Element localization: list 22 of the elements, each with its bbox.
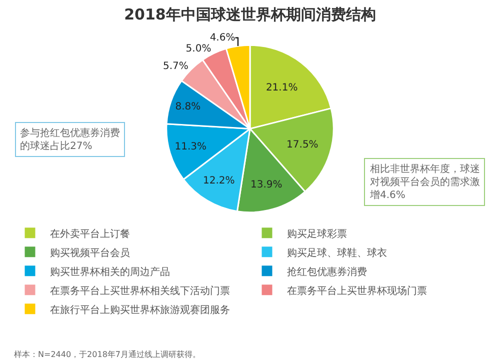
legend-label: 抢红包优惠券消费	[287, 266, 367, 278]
text: 样本：N=2440，于2018年7月通过线上调研获得。	[14, 350, 200, 359]
data-label: 21.1%	[266, 82, 298, 94]
legend-label: 购买视频平台会员	[50, 246, 130, 259]
legend-label: 购买足球、球鞋、球衣	[287, 246, 387, 259]
data-label: 11.3%	[174, 141, 207, 152]
legend-label: 在票务平台上买世界杯相关线下活动门票	[50, 284, 230, 297]
data-label: 8.8%	[175, 102, 201, 113]
text: 相比非世界杯年度，球迷对视频平台会员的需求激增4.6%	[369, 163, 480, 201]
text: 参与抢红包优惠券消费的球迷占比27%	[20, 127, 120, 152]
legend-label: 购买足球彩票	[287, 228, 347, 240]
legend-label: 在外卖平台上订餐	[50, 228, 130, 240]
legend-label: 在旅行平台上购买世界杯旅游观赛团服务	[50, 304, 230, 316]
data-label: 5.7%	[162, 61, 188, 72]
data-label: 12.2%	[202, 176, 235, 187]
chart-title: 2018年中国球迷世界杯期间消费结构	[124, 6, 376, 24]
legend-label: 在票务平台上买世界杯现场门票	[287, 284, 427, 297]
data-label: 5.0%	[186, 43, 212, 54]
data-label: 13.9%	[250, 180, 282, 191]
data-label: 17.5%	[286, 140, 318, 151]
data-label: 4.6%	[210, 32, 236, 44]
legend-label: 购买世界杯相关的周边产品	[50, 266, 170, 278]
